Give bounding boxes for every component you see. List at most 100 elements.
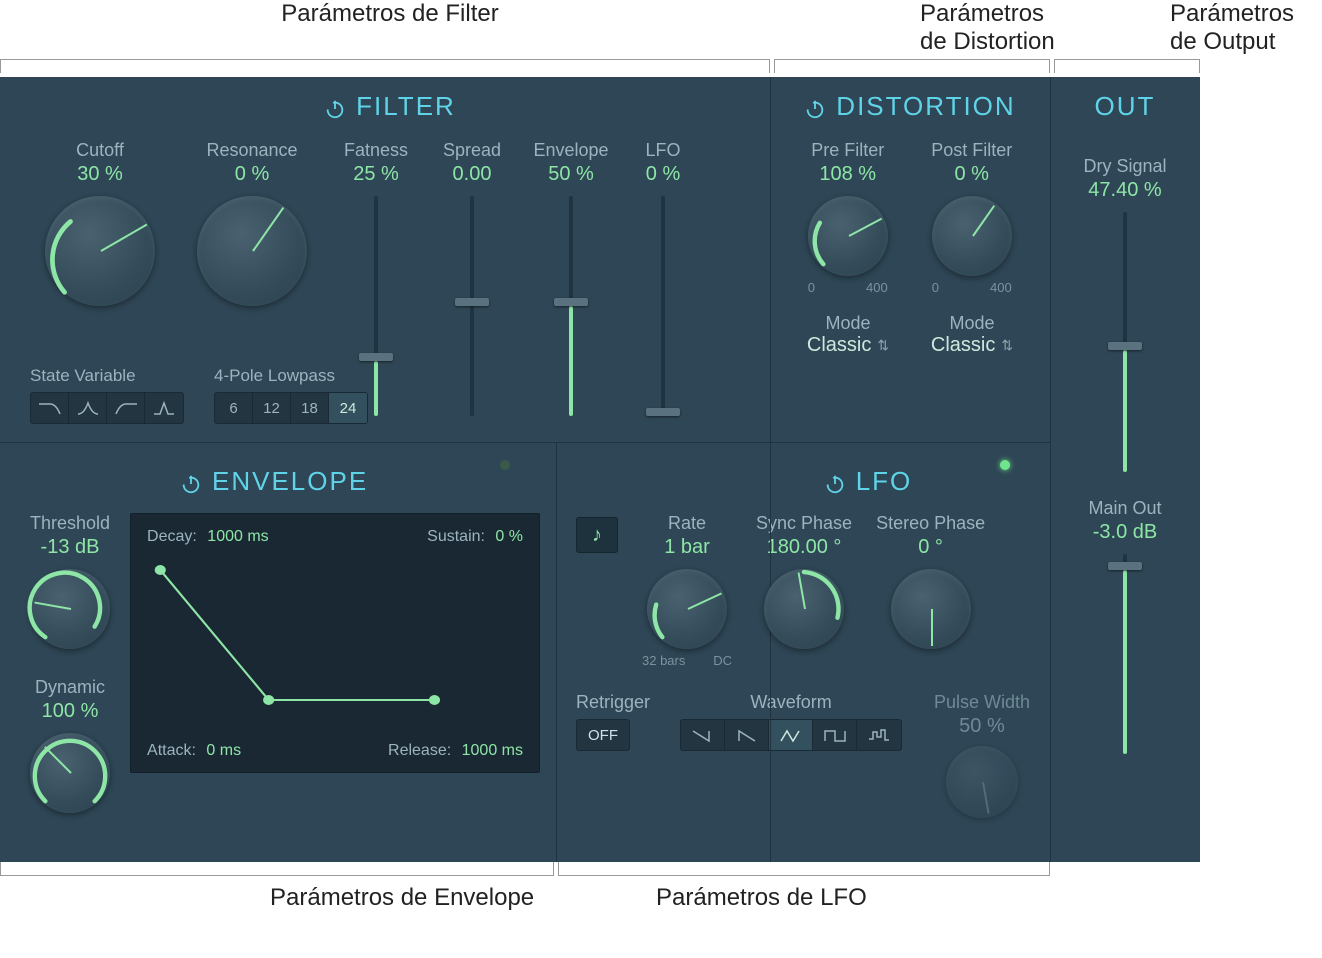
stereo-phase-label: Stereo Phase (876, 513, 985, 534)
spread-value[interactable]: 0.00 (453, 163, 492, 186)
lfo-activity-led (1000, 460, 1010, 470)
wave-square-icon[interactable] (813, 720, 857, 750)
distortion-title: DISTORTION (836, 91, 1015, 122)
envelope-title: ENVELOPE (212, 466, 368, 497)
main-out-slider[interactable] (1095, 554, 1155, 754)
post-filter-value[interactable]: 0 % (955, 163, 989, 186)
resonance-knob[interactable] (197, 196, 307, 306)
range-max: DC (713, 653, 732, 668)
sustain-value[interactable]: 0 % (495, 528, 523, 545)
lfo-section: LFO ♪ Rate 1 bar 32 barsDC Sync Phase 18… (556, 442, 1050, 862)
dynamic-label: Dynamic (35, 677, 105, 698)
spread-label: Spread (443, 140, 501, 161)
pre-filter-value[interactable]: 108 % (819, 163, 876, 186)
pre-filter-knob[interactable] (808, 196, 888, 276)
pole-12-button[interactable]: 12 (253, 393, 291, 423)
fatness-label: Fatness (344, 140, 408, 161)
range-max: 400 (990, 280, 1012, 295)
threshold-knob[interactable] (30, 569, 110, 649)
pulse-width-value[interactable]: 50 % (959, 715, 1005, 738)
callout-output: Parámetros de Output (1070, 0, 1322, 55)
wave-sawdown-icon[interactable] (681, 720, 725, 750)
dry-signal-value[interactable]: 47.40 % (1088, 179, 1161, 202)
post-mode-select[interactable]: Classic ⇅ (931, 334, 1013, 357)
filter-envelope-value[interactable]: 50 % (548, 163, 594, 186)
dynamic-value[interactable]: 100 % (42, 700, 99, 723)
dry-signal-label: Dry Signal (1083, 156, 1166, 177)
note-icon: ♪ (592, 524, 602, 547)
release-label: Release: (388, 742, 451, 759)
waveform-selector[interactable] (680, 719, 902, 751)
threshold-value[interactable]: -13 dB (41, 536, 100, 559)
range-min: 32 bars (642, 653, 685, 668)
pulse-width-label: Pulse Width (934, 692, 1030, 713)
state-variable-label: State Variable (30, 366, 184, 386)
waveform-label: Waveform (750, 692, 831, 713)
callout-distortion: Parámetros de Distortion (780, 0, 1070, 55)
filter-envelope-slider[interactable] (541, 196, 601, 416)
power-icon[interactable] (180, 471, 202, 493)
power-icon[interactable] (824, 471, 846, 493)
cutoff-knob[interactable] (45, 196, 155, 306)
pole-6-button[interactable]: 6 (215, 393, 253, 423)
filter-title: FILTER (356, 91, 456, 122)
rate-knob[interactable] (647, 569, 727, 649)
cutoff-label: Cutoff (76, 140, 124, 161)
tempo-sync-toggle[interactable]: ♪ (576, 517, 618, 553)
range-min: 0 (808, 280, 815, 295)
callout-filter: Parámetros de Filter (0, 0, 780, 55)
filter-lfo-slider[interactable] (633, 196, 693, 416)
post-mode-label: Mode (949, 313, 994, 334)
dry-signal-slider[interactable] (1095, 212, 1155, 472)
attack-label: Attack: (147, 742, 196, 759)
retrigger-toggle[interactable]: OFF (576, 719, 630, 751)
chevron-updown-icon: ⇅ (1001, 337, 1013, 354)
wave-triangle-icon[interactable] (769, 720, 813, 750)
filter-lfo-label: LFO (645, 140, 680, 161)
lfo-title: LFO (856, 466, 913, 497)
pre-mode-select[interactable]: Classic ⇅ (807, 334, 889, 357)
state-variable-selector[interactable] (30, 392, 184, 424)
main-out-value[interactable]: -3.0 dB (1093, 521, 1157, 544)
power-icon[interactable] (804, 96, 826, 118)
power-icon[interactable] (324, 96, 346, 118)
resonance-value[interactable]: 0 % (235, 163, 269, 186)
spread-slider[interactable] (442, 196, 502, 416)
dynamic-knob[interactable] (30, 733, 110, 813)
autofilter-plugin-panel: FILTER Cutoff 30 % Resonance 0 % (0, 77, 1200, 862)
sustain-label: Sustain: (427, 528, 485, 545)
sync-phase-value[interactable]: 180.00 ° (767, 536, 842, 559)
rate-label: Rate (668, 513, 706, 534)
output-section: OUT Dry Signal 47.40 % Main Out -3.0 dB (1050, 77, 1200, 862)
release-value[interactable]: 1000 ms (462, 742, 523, 759)
cutoff-value[interactable]: 30 % (77, 163, 123, 186)
stereo-phase-value[interactable]: 0 ° (918, 536, 943, 559)
stereo-phase-knob[interactable] (891, 569, 971, 649)
pole-24-button[interactable]: 24 (329, 393, 367, 423)
filter-lfo-value[interactable]: 0 % (646, 163, 680, 186)
wave-random-icon[interactable] (857, 720, 901, 750)
decay-label: Decay: (147, 528, 197, 545)
post-mode-value: Classic (931, 334, 995, 357)
main-out-label: Main Out (1088, 498, 1161, 519)
decay-value[interactable]: 1000 ms (207, 528, 268, 545)
range-min: 0 (932, 280, 939, 295)
filter-shape-bandpass-icon[interactable] (69, 393, 107, 423)
range-max: 400 (866, 280, 888, 295)
lowpass-poles-selector[interactable]: 6 12 18 24 (214, 392, 368, 424)
post-filter-knob[interactable] (932, 196, 1012, 276)
chevron-updown-icon: ⇅ (877, 337, 889, 354)
rate-value[interactable]: 1 bar (664, 536, 710, 559)
filter-shape-highpass-icon[interactable] (107, 393, 145, 423)
filter-shape-lowpass-icon[interactable] (31, 393, 69, 423)
fatness-value[interactable]: 25 % (353, 163, 399, 186)
pulse-width-knob[interactable] (946, 746, 1018, 818)
pole-18-button[interactable]: 18 (291, 393, 329, 423)
threshold-label: Threshold (30, 513, 110, 534)
sync-phase-knob[interactable] (764, 569, 844, 649)
wave-sawup-icon[interactable] (725, 720, 769, 750)
envelope-display[interactable]: Decay: 1000 ms Sustain: 0 % Attack: 0 ms… (130, 513, 540, 773)
attack-value[interactable]: 0 ms (206, 742, 241, 759)
filter-shape-notch-icon[interactable] (145, 393, 183, 423)
callout-lfo: Parámetros de LFO (556, 884, 1056, 912)
